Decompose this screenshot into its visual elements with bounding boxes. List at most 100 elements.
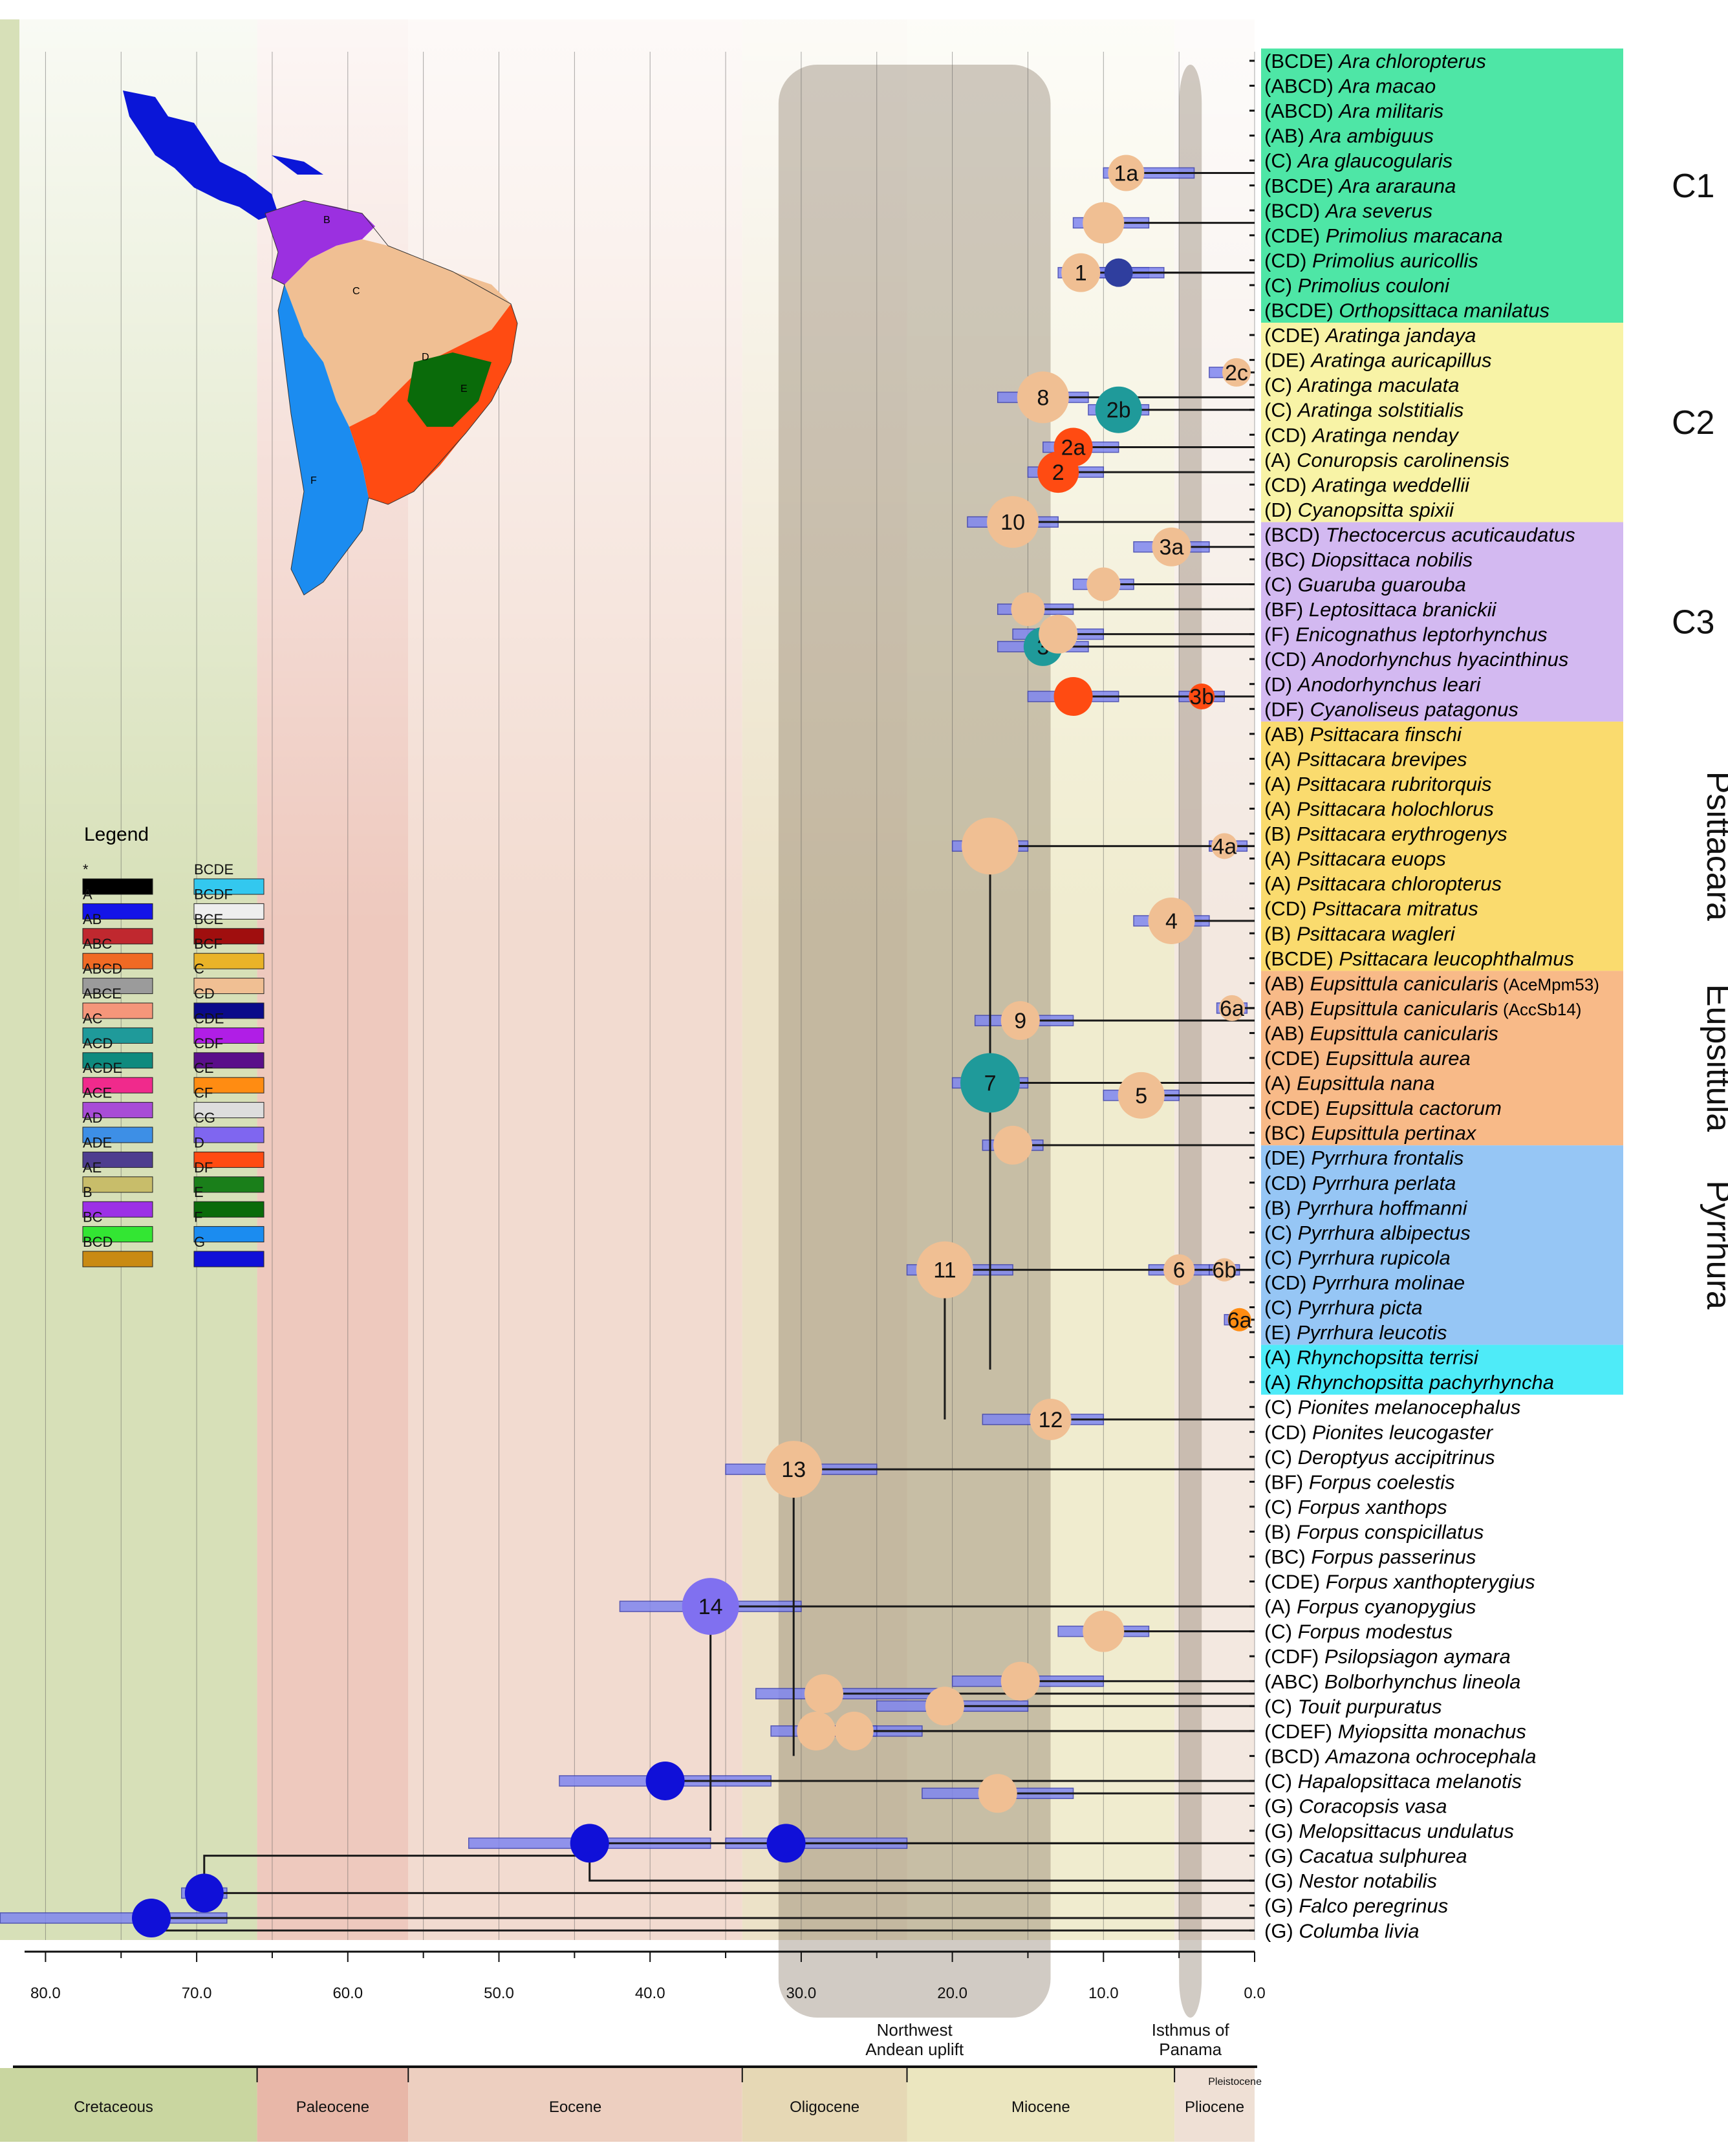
axis-tick-label: 80.0 xyxy=(30,1985,61,2002)
legend-label: CDE xyxy=(194,1010,224,1026)
event-label: Andean uplift xyxy=(865,2040,964,2059)
taxon-area: (DF) xyxy=(1264,698,1310,720)
taxon-label: (CDE) Aratinga jandaya xyxy=(1264,324,1476,347)
ancestral-state-node xyxy=(1000,1661,1040,1701)
legend-swatch xyxy=(193,1226,265,1243)
taxon-area: (CD) xyxy=(1264,424,1312,446)
taxon-label: (A) Conuropsis carolinensis xyxy=(1264,449,1509,471)
legend-swatch xyxy=(193,1027,265,1044)
taxon-area: (CDF) xyxy=(1264,1645,1324,1668)
taxon-name: Ara macao xyxy=(1337,75,1436,98)
taxon-area: (CD) xyxy=(1264,648,1312,671)
period-label: Paleocene xyxy=(296,2098,369,2116)
legend-swatch xyxy=(82,1002,153,1019)
legend-label: ACD xyxy=(83,1035,113,1051)
node-label: 2 xyxy=(1052,460,1064,485)
taxon-label: (A) Psittacara brevipes xyxy=(1264,748,1467,770)
event-band-1 xyxy=(1179,65,1202,2018)
taxon-label: (D) Cyanopsitta spixii xyxy=(1264,499,1454,521)
ancestral-state-node xyxy=(1189,684,1215,710)
ancestral-state-node xyxy=(1011,592,1045,627)
clade-bands xyxy=(1261,49,1623,1395)
taxon-area: (AB) xyxy=(1264,723,1310,746)
legend-swatch xyxy=(193,978,265,995)
taxon-name: Diopsittaca nobilis xyxy=(1311,548,1473,571)
legend-swatch xyxy=(193,1176,265,1193)
taxon-area: (F) xyxy=(1264,623,1295,646)
ancestral-state-node xyxy=(1118,1072,1165,1119)
taxon-name: Forpus coelestis xyxy=(1309,1471,1455,1493)
taxon-area: (BC) xyxy=(1264,548,1311,571)
map-label-c: C xyxy=(352,286,360,297)
taxon-area: (G) xyxy=(1264,1820,1299,1842)
taxon-name: Psittacara leucophthalmus xyxy=(1339,947,1574,970)
legend-swatch xyxy=(193,1251,265,1267)
taxon-name: Psittacara rubritorquis xyxy=(1297,773,1492,795)
taxon-area: (C) xyxy=(1264,574,1298,596)
ancestral-state-node xyxy=(1083,1610,1125,1652)
taxon-area: (CD) xyxy=(1264,898,1312,920)
taxon-name: Guaruba guarouba xyxy=(1298,574,1466,596)
taxon-label: (AB) Eupsittula canicularis (AceMpm53) xyxy=(1264,972,1599,995)
legend-swatch xyxy=(193,1077,265,1094)
taxon-label: (BC) Forpus passerinus xyxy=(1264,1546,1476,1568)
node-label: 9 xyxy=(1014,1009,1026,1033)
ancestral-state-node xyxy=(960,1053,1021,1113)
legend-swatch xyxy=(193,903,265,920)
ancestral-state-node xyxy=(1104,258,1133,287)
taxon-area: (BCDE) xyxy=(1264,947,1339,970)
map-region-f xyxy=(278,285,369,595)
clade-label: Eupsittula xyxy=(1700,984,1728,1132)
taxon-area: (BCDE) xyxy=(1264,50,1339,72)
taxon-label: (B) Psittacara wagleri xyxy=(1264,922,1456,945)
taxon-label: (E) Pyrrhura leucotis xyxy=(1264,1321,1447,1344)
taxon-name: Ara ararauna xyxy=(1337,175,1456,197)
taxon-name: Psittacara finschi xyxy=(1310,723,1462,746)
taxon-area: (C) xyxy=(1264,1222,1298,1244)
legend-label: F xyxy=(194,1209,202,1225)
axis-tick-label: 70.0 xyxy=(182,1985,212,2002)
taxon-area: (BF) xyxy=(1264,1471,1309,1493)
taxon-label: (AB) Eupsittula canicularis xyxy=(1264,1022,1498,1044)
taxon-name: Pionites leucogaster xyxy=(1312,1421,1494,1443)
legend-swatch xyxy=(82,1201,153,1218)
legend-title: Legend xyxy=(84,824,149,845)
taxon-label: (A) Forpus cyanopygius xyxy=(1264,1595,1476,1618)
ancestral-state-node xyxy=(1061,253,1101,292)
taxon-area: (A) xyxy=(1264,872,1297,895)
taxon-area: (C) xyxy=(1264,149,1298,172)
gridlines xyxy=(45,52,1255,1940)
taxon-name: Eupsittula canicularis xyxy=(1310,997,1498,1020)
node-label: 5 xyxy=(1135,1084,1147,1108)
taxon-label: (C) Forpus xanthops xyxy=(1264,1496,1447,1518)
taxon-name: Ara ambiguus xyxy=(1309,125,1434,147)
node-label: 1 xyxy=(1075,261,1087,286)
taxon-name: Coracopsis vasa xyxy=(1299,1795,1447,1818)
period-label: Oligocene xyxy=(790,2098,859,2116)
taxon-name: Psittacara holochlorus xyxy=(1297,798,1494,821)
clade-band xyxy=(1261,323,1623,523)
timescale-cell xyxy=(257,2068,409,2142)
taxon-label: (BCDE) Orthopsittaca manilatus xyxy=(1264,299,1550,322)
taxon-area: (AB) xyxy=(1264,125,1310,147)
legend-label: ACE xyxy=(83,1085,112,1101)
taxon-area: (CDEF) xyxy=(1264,1720,1338,1743)
taxon-name: Conuropsis carolinensis xyxy=(1297,449,1509,471)
taxon-label: (ABCD) Ara militaris xyxy=(1264,100,1443,122)
node-label: 6b xyxy=(1212,1258,1237,1283)
ancestral-state-node xyxy=(916,1241,973,1299)
ancestral-state-node xyxy=(645,1761,685,1800)
ancestral-state-node xyxy=(1000,1001,1040,1040)
taxon-name: Pyrrhura hoffmanni xyxy=(1297,1196,1468,1219)
taxon-name: Psittacara erythrogenys xyxy=(1297,823,1507,845)
legend-swatch xyxy=(82,928,153,945)
taxon-area: (ABC) xyxy=(1264,1670,1324,1693)
taxon-area: (B) xyxy=(1264,1520,1297,1543)
ancestral-state-node xyxy=(1152,527,1191,566)
legend-swatch xyxy=(193,1127,265,1143)
legend-label: AD xyxy=(83,1110,103,1126)
ancestral-state-node xyxy=(925,1687,964,1726)
taxon-label: (F) Enicognathus leptorhynchus xyxy=(1264,623,1548,646)
map-label-e: E xyxy=(460,383,468,394)
taxon-label: (G) Cacatua sulphurea xyxy=(1264,1845,1467,1868)
